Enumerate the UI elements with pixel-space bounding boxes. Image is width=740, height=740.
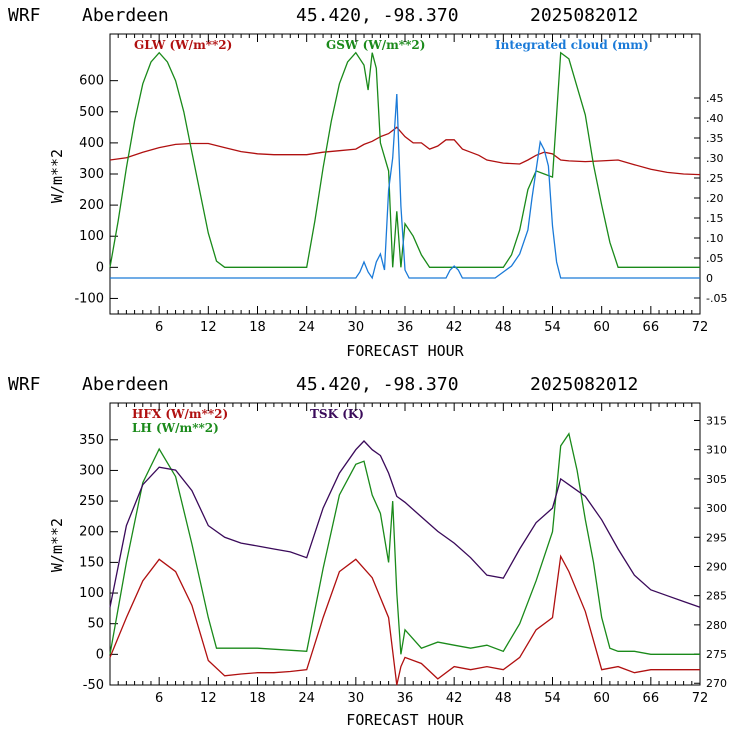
top-y-tick-label: 400: [79, 136, 104, 151]
bottom-y-tick-label: 250: [79, 494, 104, 509]
bottom-right-tick-label: 290: [706, 560, 727, 573]
top-right-tick-label: .35: [706, 132, 724, 145]
top-x-tick-label: 72: [692, 320, 709, 335]
top-x-tick-label: 48: [495, 320, 512, 335]
top-right-tick-label: .20: [706, 192, 724, 205]
top-right-tick-label: .10: [706, 232, 724, 245]
top-y-tick-label: 200: [79, 198, 104, 213]
bottom-right-tick-label: 270: [706, 677, 727, 690]
bottom-right-axis: 270 275 280 285 290 295 300 305 310 315: [694, 415, 727, 690]
bottom-plot-frame: [109, 402, 701, 686]
top-series-integrated-line: [110, 93, 700, 280]
bottom-right-tick-label: 305: [706, 473, 727, 486]
top-x-tick-label: 24: [298, 320, 315, 335]
top-header-model: WRF: [8, 5, 41, 26]
bottom-x-tick-label: 18: [249, 691, 266, 706]
bottom-y-tick-label: 0: [96, 647, 104, 662]
top-x-tick-label: 6: [155, 320, 163, 335]
bottom-right-tick-label: 275: [706, 648, 727, 661]
bottom-header-run: 2025082012: [530, 374, 638, 395]
top-legend-glw: GLW (W/m**2): [134, 38, 232, 52]
bottom-right-tick-label: 315: [706, 415, 727, 428]
top-x-tick-label: 12: [200, 320, 217, 335]
top-y-tick-label: 500: [79, 105, 104, 120]
top-right-tick-label: .25: [706, 172, 724, 185]
bottom-y-tick-label: 300: [79, 463, 104, 478]
top-y-label: W/m**2: [48, 149, 66, 203]
bottom-y-tick-label: 100: [79, 586, 104, 601]
top-y-tick-label: 600: [79, 74, 104, 89]
bottom-y-tick-label: 350: [79, 433, 104, 448]
top-right-axis: -.05 0 .05 .10 .15 .20 .25 .30 .35 .40 .45: [694, 92, 727, 305]
bottom-x-tick-label: 6: [155, 691, 163, 706]
bottom-header-station: Aberdeen: [82, 374, 169, 395]
bottom-x-tick-label: 72: [692, 691, 709, 706]
bottom-series-lh-line: [109, 432, 700, 655]
top-chart: WRF Aberdeen 45.420, -98.370 2025082012 …: [8, 5, 727, 360]
bottom-right-tick-label: 295: [706, 531, 727, 544]
top-series-glw-line: [109, 126, 701, 176]
bottom-legend-tsk: TSK (K): [310, 407, 364, 421]
bottom-x-tick-label: 54: [544, 691, 561, 706]
bottom-legend-lh: LH (W/m**2): [132, 421, 219, 435]
bottom-x-tick-label: 12: [200, 691, 217, 706]
top-right-tick-label: .15: [706, 212, 724, 225]
bottom-x-tick-label: 36: [397, 691, 414, 706]
bottom-x-tick-label: 60: [593, 691, 610, 706]
bottom-y-tick-label: 200: [79, 525, 104, 540]
bottom-x-tick-label: 66: [643, 691, 660, 706]
top-right-tick-label: .05: [706, 252, 724, 265]
top-y-tick-label: 0: [96, 260, 104, 275]
bottom-legend-hfx: HFX (W/m**2): [132, 407, 228, 421]
top-x-label: FORECAST HOUR: [346, 342, 464, 360]
top-right-tick-label: 0: [706, 272, 713, 285]
top-y-tick-label: 100: [79, 229, 104, 244]
top-right-tick-label: -.05: [706, 292, 727, 305]
top-header-run: 2025082012: [530, 5, 638, 26]
bottom-series-group: [109, 432, 701, 686]
bottom-y-tick-label: -50: [83, 678, 104, 693]
top-x-tick-label: 18: [249, 320, 266, 335]
bottom-header-coords: 45.420, -98.370: [296, 374, 459, 395]
top-header-coords: 45.420, -98.370: [296, 5, 459, 26]
top-x-tick-label: 42: [446, 320, 463, 335]
bottom-series-tsk-line: [109, 440, 701, 608]
top-plot-frame: [109, 33, 701, 315]
top-series-group: [109, 51, 701, 280]
bottom-right-tick-label: 310: [706, 444, 727, 457]
bottom-y-tick-label: 150: [79, 555, 104, 570]
top-right-tick-label: .45: [706, 92, 724, 105]
bottom-chart: WRF Aberdeen 45.420, -98.370 2025082012 …: [8, 374, 727, 729]
bottom-header-model: WRF: [8, 374, 41, 395]
bottom-right-tick-label: 300: [706, 502, 727, 515]
bottom-x-tick-label: 30: [348, 691, 365, 706]
top-series-gsw-line: [109, 51, 700, 268]
top-x-tick-label: 54: [544, 320, 561, 335]
top-header-station: Aberdeen: [82, 5, 169, 26]
top-legend-gsw: GSW (W/m**2): [326, 38, 425, 52]
bottom-y-axis: -50 0 50 100 150 200 250 300 350: [79, 433, 118, 693]
bottom-x-tick-label: 42: [446, 691, 463, 706]
top-x-tick-label: 66: [643, 320, 660, 335]
bottom-right-tick-label: 285: [706, 590, 727, 603]
top-x-axis: 6 12 18 24 30 36 42 48 54 60 66 72: [117, 34, 709, 335]
bottom-y-label: W/m**2: [48, 518, 66, 572]
top-right-tick-label: .40: [706, 112, 724, 125]
top-x-tick-label: 36: [397, 320, 414, 335]
top-y-tick-label: 300: [79, 167, 104, 182]
top-x-tick-label: 60: [593, 320, 610, 335]
top-right-tick-label: .30: [706, 152, 724, 165]
top-x-tick-label: 30: [348, 320, 365, 335]
bottom-right-tick-label: 280: [706, 619, 727, 632]
bottom-x-tick-label: 48: [495, 691, 512, 706]
top-y-tick-label: -100: [74, 291, 104, 306]
bottom-y-tick-label: 50: [87, 617, 104, 632]
bottom-x-axis: 6 12 18 24 30 36 42 48 54 60 66 72: [117, 403, 709, 706]
top-y-axis: -100 0 100 200 300 400 500 600: [74, 74, 118, 306]
bottom-x-label: FORECAST HOUR: [346, 711, 464, 729]
top-legend-cloud: Integrated cloud (mm): [495, 38, 649, 52]
bottom-x-tick-label: 24: [298, 691, 315, 706]
bottom-series-hfx-line: [109, 554, 700, 686]
